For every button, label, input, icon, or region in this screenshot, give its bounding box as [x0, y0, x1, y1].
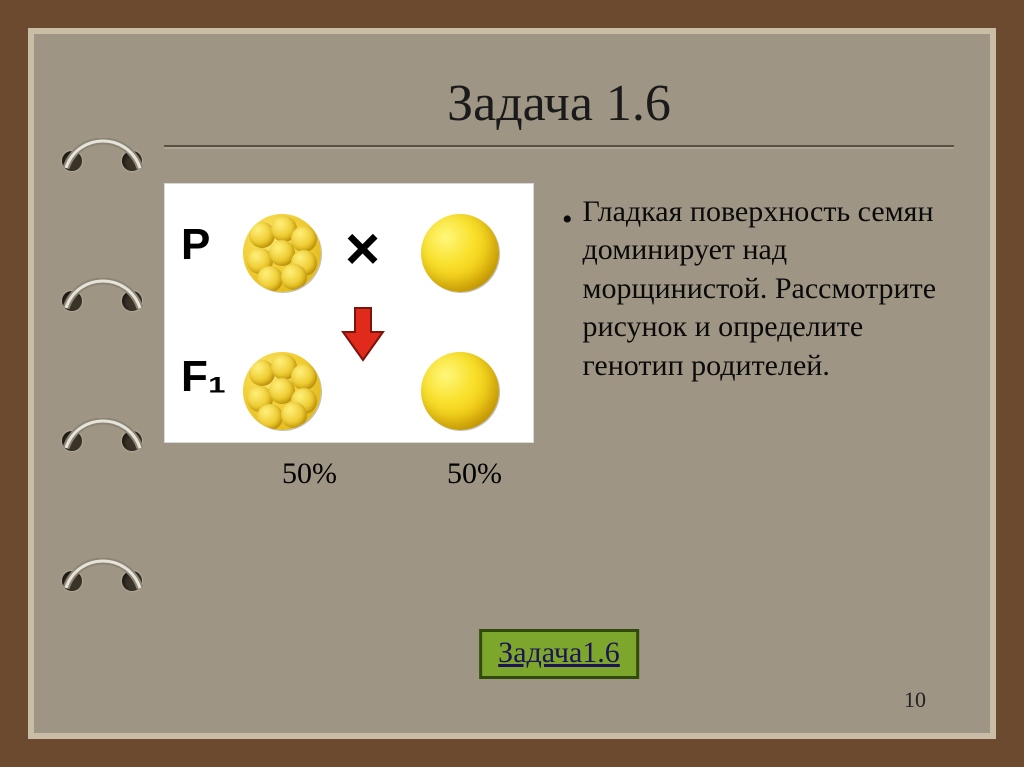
percent-wrinkled: 50% [282, 457, 337, 491]
ring-wire [58, 278, 148, 324]
task-link[interactable]: Задача1.6 [479, 629, 639, 679]
content-area: Задача 1.6 P F₁ [164, 34, 954, 733]
row-label-p: P [181, 220, 210, 270]
slide-title: Задача 1.6 [164, 74, 954, 133]
binding-ring [62, 134, 142, 188]
cross-symbol: × [345, 214, 380, 283]
binding-ring [62, 414, 142, 468]
pea-f1-wrinkled [243, 352, 321, 430]
ring-wire [58, 418, 148, 464]
figure-canvas: P F₁ × [164, 183, 534, 443]
binding-ring [62, 274, 142, 328]
task-link-label: Задача1.6 [498, 636, 620, 669]
slide-inner: Задача 1.6 P F₁ [28, 28, 996, 739]
down-arrow-icon [341, 306, 385, 362]
row-label-f1: F₁ [181, 352, 226, 402]
bullet-dot: • [562, 193, 573, 385]
percent-row: 50% 50% [164, 457, 534, 491]
pea-f1-smooth [421, 352, 499, 430]
body-text-column: • Гладкая поверхность семян доминирует н… [562, 183, 954, 385]
title-divider [164, 145, 954, 147]
binding-ring [62, 554, 142, 608]
page-number: 10 [904, 687, 926, 713]
ring-wire [58, 138, 148, 184]
body-row: P F₁ × [164, 183, 954, 491]
percent-smooth: 50% [447, 457, 502, 491]
spiral-binding [62, 34, 142, 733]
slide-frame: Задача 1.6 P F₁ [0, 0, 1024, 767]
body-text: Гладкая поверхность семян доминирует над… [583, 193, 954, 385]
pea-p-wrinkled [243, 214, 321, 292]
pea-p-smooth [421, 214, 499, 292]
genetics-figure: P F₁ × [164, 183, 534, 491]
bullet-item: • Гладкая поверхность семян доминирует н… [562, 193, 954, 385]
ring-wire [58, 558, 148, 604]
